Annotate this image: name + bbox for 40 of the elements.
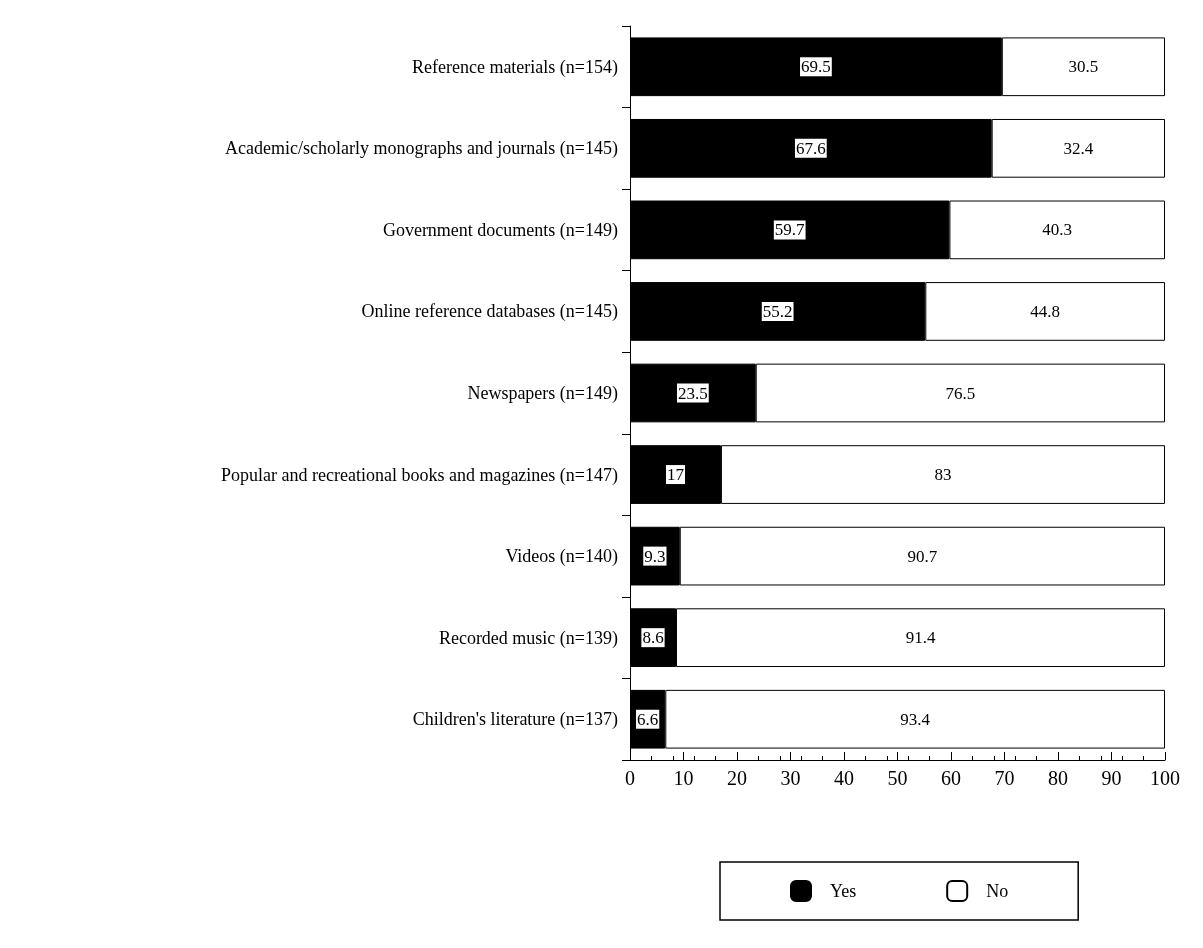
data-label: 9.3 xyxy=(644,546,666,566)
legend-label: No xyxy=(986,881,1009,901)
y-tick-label: Government documents (n=149) xyxy=(382,219,618,241)
data-label: 90.7 xyxy=(907,546,938,566)
y-tick-label: Recorded music (n=139) xyxy=(438,627,618,649)
y-tick-label: Newspapers (n=149) xyxy=(467,383,619,404)
data-label: 40.3 xyxy=(1042,220,1073,240)
data-label: 59.7 xyxy=(774,220,806,240)
data-label: 8.6 xyxy=(642,628,664,648)
data-label: 17 xyxy=(666,465,685,485)
data-label: 44.8 xyxy=(1030,301,1061,321)
y-tick-label: Academic/scholarly monographs and journals (n=145) xyxy=(224,138,619,160)
x-tick-label: 70 xyxy=(994,767,1015,789)
data-label: 76.5 xyxy=(945,383,976,403)
data-label: 83 xyxy=(934,465,952,485)
x-tick-label: 100 xyxy=(1150,767,1180,789)
x-tick-label: 60 xyxy=(941,767,961,789)
x-tick-label: 90 xyxy=(1101,767,1122,789)
y-tick-label: Reference materials (n=154) xyxy=(411,56,618,78)
data-label: 69.5 xyxy=(801,57,831,77)
x-tick-label: 10 xyxy=(673,767,694,789)
x-tick-label: 80 xyxy=(1048,767,1068,789)
data-label: 23.5 xyxy=(677,383,708,403)
data-label: 6.6 xyxy=(637,709,659,729)
x-tick-label: 0 xyxy=(625,767,635,789)
data-label: 30.5 xyxy=(1068,57,1099,77)
data-label: 55.2 xyxy=(762,301,793,321)
y-tick-label: Children's literature (n=137) xyxy=(412,709,618,731)
y-tick-label: Videos (n=140) xyxy=(505,546,618,568)
legend-label: Yes xyxy=(830,881,857,901)
x-tick-label: 20 xyxy=(727,767,747,789)
x-tick-label: 30 xyxy=(780,767,801,789)
x-tick-label: 50 xyxy=(887,767,908,789)
y-tick-label: Popular and recreational books and magazines (n=147) xyxy=(220,464,618,486)
data-label: 91.4 xyxy=(905,628,936,648)
data-label: 93.4 xyxy=(900,709,931,729)
x-tick-label: 40 xyxy=(834,767,854,789)
data-label: 32.4 xyxy=(1063,138,1094,158)
y-tick-label: Online reference databases (n=145) xyxy=(361,301,618,323)
data-label: 67.6 xyxy=(795,138,826,158)
